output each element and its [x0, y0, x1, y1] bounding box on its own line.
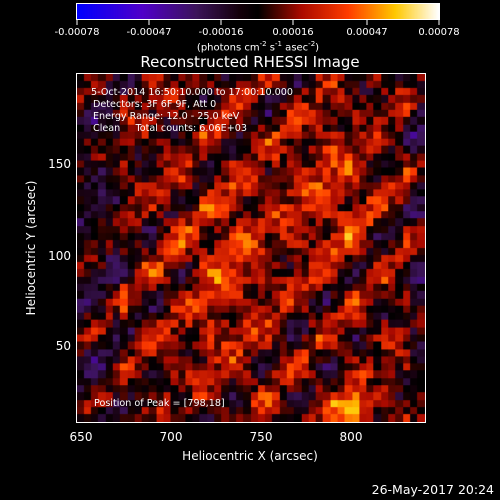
- colorbar-tick-label: 0.00078: [418, 27, 460, 38]
- colorbar: [76, 3, 440, 20]
- annotation-peak-position: Position of Peak = [798,18]: [94, 398, 225, 409]
- x-tick-label: 650: [69, 430, 93, 444]
- y-tick-label: 100: [48, 249, 71, 263]
- heatmap-image: [77, 74, 425, 422]
- image-plot: 5-Oct-2014 16:50:10.000 to 17:00:10.000 …: [76, 73, 426, 423]
- annotation-time-range: 5-Oct-2014 16:50:10.000 to 17:00:10.000: [91, 87, 293, 98]
- colorbar-tick-label: 0.00047: [346, 27, 388, 38]
- x-tick-label: 800: [339, 430, 363, 444]
- plot-title: Reconstructed RHESSI Image: [140, 53, 360, 71]
- annotation-counts: Clean Total counts: 6.06E+03: [93, 123, 247, 134]
- colorbar-unit: (photons cm-2 s-1 asec-2): [196, 40, 320, 54]
- colorbar-tick-label: 0.00016: [272, 27, 314, 38]
- annotation-detectors: Detectors: 3F 6F 9F, Att 0: [93, 99, 217, 110]
- y-tick-label: 50: [55, 339, 71, 353]
- x-tick-label: 750: [249, 430, 273, 444]
- colorbar-tick-label: -0.00047: [126, 27, 172, 38]
- colorbar-tick-label: -0.00078: [54, 27, 100, 38]
- y-tick-label: 150: [48, 157, 71, 171]
- timestamp: 26-May-2017 20:24: [371, 482, 494, 497]
- annotation-energy-range: Energy Range: 12.0 - 25.0 keV: [93, 111, 240, 122]
- y-axis-label: Heliocentric Y (arcsec): [24, 180, 38, 316]
- x-tick-label: 700: [159, 430, 183, 444]
- x-axis-label: Heliocentric X (arcsec): [182, 449, 318, 463]
- colorbar-tick-label: -0.00016: [198, 27, 244, 38]
- colorbar-gradient: [77, 4, 439, 19]
